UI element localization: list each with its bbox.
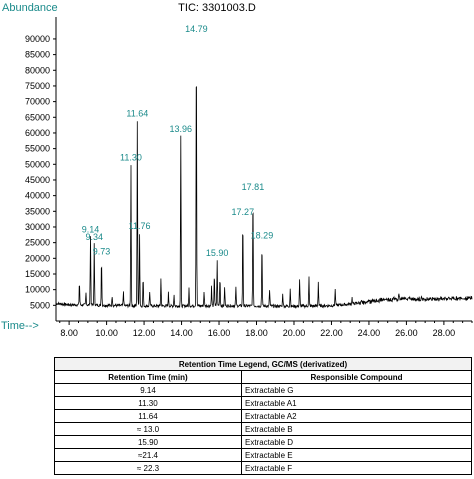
column-header-compound: Responsible Compound [241, 370, 472, 384]
y-tick-label: 55000 [25, 144, 50, 154]
compound-cell: Extractable A2 [241, 409, 472, 423]
y-tick-label: 30000 [25, 222, 50, 232]
retention-time-cell: ≈ 13.0 [54, 422, 242, 436]
table-row: 11.64 Extractable A2 [54, 409, 472, 423]
compound-cell: Extractable D [241, 435, 472, 449]
retention-time-cell: 11.64 [54, 409, 242, 423]
x-tick-label: 12.00 [133, 328, 156, 338]
peak-label: 11.30 [120, 152, 142, 162]
y-tick-label: 90000 [25, 34, 50, 44]
y-tick-label: 15000 [25, 269, 50, 279]
y-tick-label: 85000 [25, 50, 50, 60]
x-tick-label: 16.00 [208, 328, 231, 338]
compound-cell: Extractable E [241, 448, 472, 462]
y-tick-label: 20000 [25, 253, 50, 263]
chromatogram-trace [55, 86, 473, 309]
x-tick-label: 14.00 [170, 328, 193, 338]
y-tick-label: 60000 [25, 128, 50, 138]
y-tick-label: 45000 [25, 175, 50, 185]
x-tick-label: 8.00 [60, 328, 78, 338]
peak-label: 13.96 [170, 124, 193, 134]
retention-time-cell: ≈21.4 [54, 448, 242, 462]
table-caption: Retention Time Legend, GC/MS (derivatize… [54, 357, 472, 371]
column-header-retention: Retention Time (min) [54, 370, 242, 384]
compound-cell: Extractable A1 [241, 396, 472, 410]
x-tick-label: 26.00 [395, 328, 418, 338]
y-tick-label: 80000 [25, 65, 50, 75]
y-tick-label: 25000 [25, 238, 50, 248]
x-tick-label: 22.00 [320, 328, 343, 338]
retention-legend-table: Retention Time Legend, GC/MS (derivatize… [54, 357, 472, 475]
peak-label: 11.76 [129, 221, 151, 231]
x-tick-label: 24.00 [358, 328, 381, 338]
x-axis-title: Time--> [1, 320, 39, 332]
table-row: ≈21.4 Extractable E [54, 448, 472, 462]
peak-label: 17.81 [242, 182, 265, 192]
y-tick-label: 70000 [25, 97, 50, 107]
peak-label: 17.27 [232, 207, 255, 217]
table-row: ≈ 13.0 Extractable B [54, 422, 472, 436]
peak-label: 9.73 [93, 246, 111, 256]
peak-label: 18.29 [251, 231, 274, 241]
y-tick-label: 50000 [25, 159, 50, 169]
table-row: 11.30 Extractable A1 [54, 396, 472, 410]
retention-time-cell: 9.14 [54, 383, 242, 397]
y-axis-title: Abundance [2, 2, 58, 14]
peak-label: 9.34 [85, 232, 103, 242]
chart-ticks: 5000 10000 15000 20000 25000 30000 35000 40000 4… [25, 34, 473, 338]
table-row: 15.90 Extractable D [54, 435, 472, 449]
tic-trace-line [55, 86, 473, 309]
peak-labels: 9.149.34 9.73 11.30 11.64 11.76 13.96 14.79 15.… [82, 24, 273, 258]
peak-label: 15.90 [206, 248, 229, 258]
compound-cell: Extractable B [241, 422, 472, 436]
y-tick-label: 65000 [25, 112, 50, 122]
table-row: ≈ 22.3 Extractable F [54, 461, 472, 475]
x-tick-label: 28.00 [433, 328, 456, 338]
y-tick-label: 40000 [25, 191, 50, 201]
y-tick-label: 75000 [25, 81, 50, 91]
chromatogram-chart: Abundance TIC: 3301003.D Time--> 5000 100… [1, 2, 473, 338]
chart-title: TIC: 3301003.D [178, 2, 256, 14]
y-tick-label: 10000 [25, 285, 50, 295]
y-tick-label: 35000 [25, 206, 50, 216]
peak-label: 11.64 [126, 108, 148, 118]
compound-cell: Extractable F [241, 461, 472, 475]
table-row: 9.14 Extractable G [54, 383, 472, 397]
y-tick-label: 5000 [30, 300, 50, 310]
peak-label: 9.14 [82, 224, 100, 234]
x-tick-label: 10.00 [95, 328, 118, 338]
x-tick-label: 18.00 [245, 328, 268, 338]
retention-time-cell: 11.30 [54, 396, 242, 410]
chart-axes [55, 17, 472, 322]
retention-time-cell: 15.90 [54, 435, 242, 449]
x-tick-label: 20.00 [283, 328, 306, 338]
compound-cell: Extractable G [241, 383, 472, 397]
peak-label: 14.79 [185, 24, 208, 34]
retention-time-cell: ≈ 22.3 [54, 461, 242, 475]
